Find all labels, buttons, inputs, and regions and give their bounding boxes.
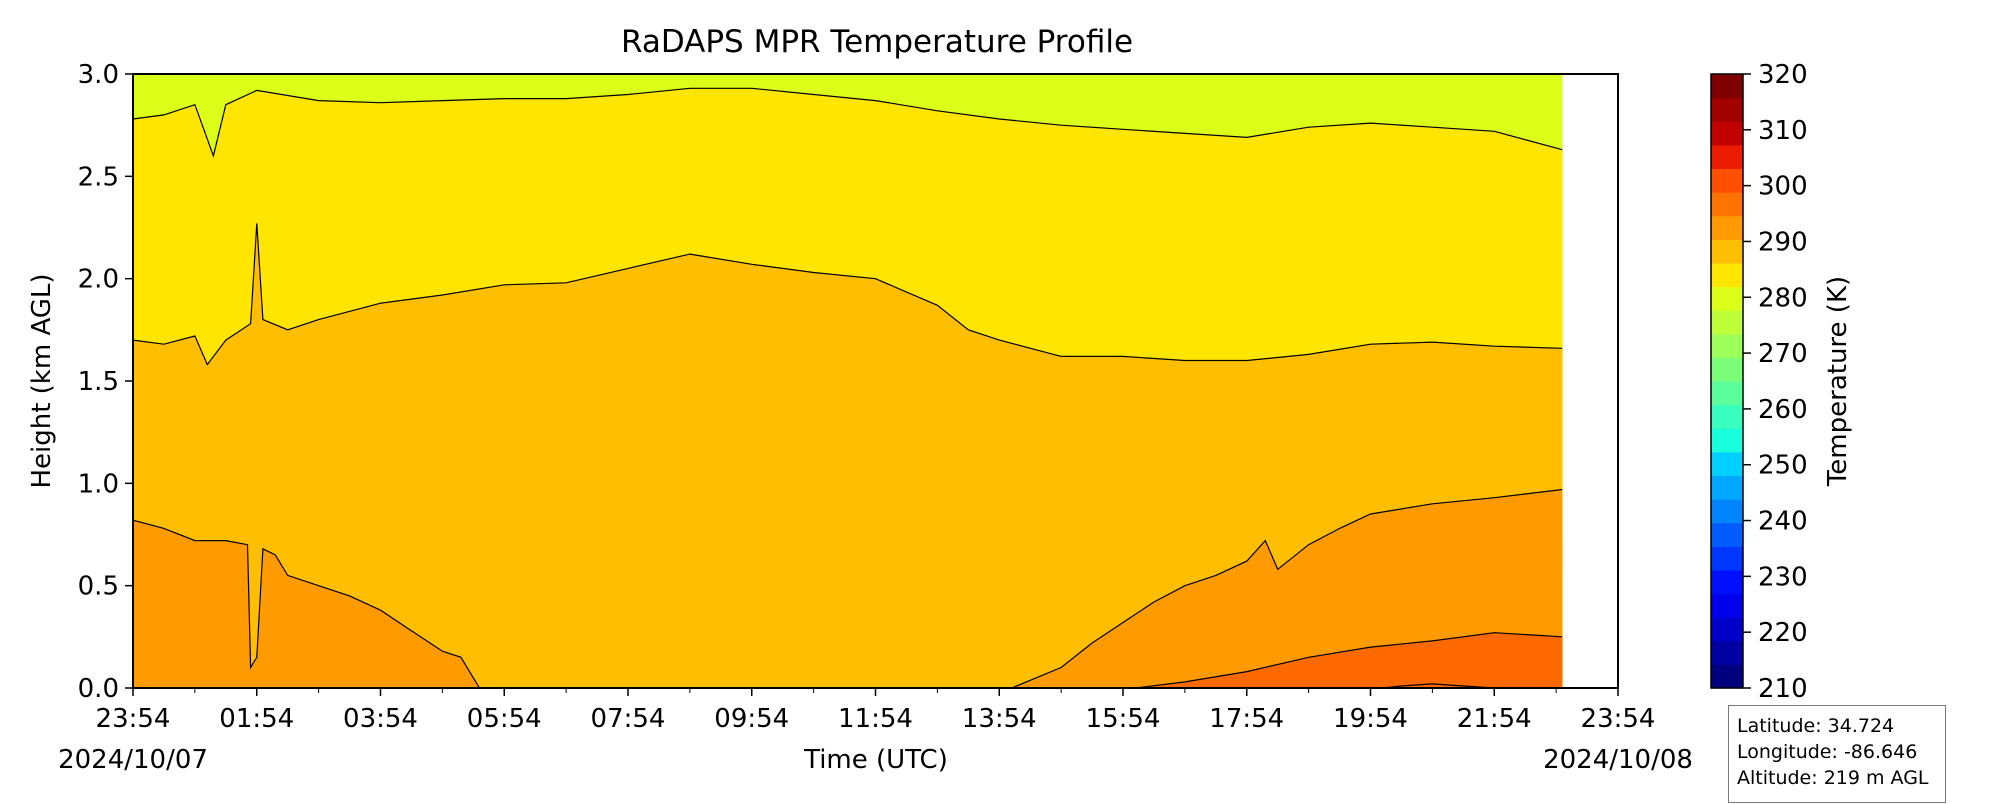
colorbar-tick-label: 300	[1758, 172, 1808, 202]
y-tick-label: 1.5	[78, 367, 119, 397]
colorbar-tick-label: 210	[1758, 674, 1808, 704]
band-292-297	[1135, 632, 1563, 688]
y-tick-label: 3.0	[78, 60, 119, 90]
colorbar-tick-label: 290	[1758, 227, 1808, 257]
colorbar-tick-label: 250	[1758, 451, 1808, 481]
colorbar-segment	[1711, 451, 1743, 477]
colorbar-tick-label: 240	[1758, 507, 1808, 537]
contour-lines	[132, 87, 1563, 689]
x-tick-label: 01:54	[219, 704, 294, 734]
colorbar-segment	[1711, 428, 1743, 453]
colorbar-segment	[1711, 168, 1743, 193]
chart-title: RaDAPS MPR Temperature Profile	[621, 24, 1133, 60]
altitude-text: Altitude: 219 m AGL	[1737, 767, 1929, 789]
colorbar-segment	[1711, 286, 1743, 311]
colorbar-segment	[1711, 310, 1743, 335]
band-287-292-left	[133, 520, 480, 688]
colorbar-segment	[1711, 404, 1743, 429]
y-axis: 0.0 0.5 1.0 1.5 2.0 2.5 3.0	[78, 60, 133, 704]
colorbar-segment	[1711, 475, 1743, 500]
colorbar-tick-label: 230	[1758, 562, 1808, 592]
colorbar-frame	[1710, 73, 1744, 689]
colorbar-segment	[1711, 192, 1743, 217]
colorbar-segment	[1711, 357, 1743, 382]
x-tick-label: 23:54	[96, 704, 171, 734]
y-tick-label: 0.0	[78, 674, 119, 704]
x-tick-label: 21:54	[1457, 704, 1532, 734]
colorbar-segment	[1711, 333, 1743, 358]
colorbar-tick-label: 310	[1758, 116, 1808, 146]
temperature-fill-area	[133, 74, 1563, 689]
colorbar-segment	[1711, 239, 1743, 264]
colorbar	[1711, 74, 1743, 689]
x-tick-label: 17:54	[1209, 704, 1284, 734]
colorbar-tick-label: 280	[1758, 283, 1808, 313]
x-tick-label: 03:54	[343, 704, 418, 734]
colorbar-segment	[1711, 381, 1743, 406]
x-tick-label: 13:54	[962, 704, 1037, 734]
y-tick-label: 1.0	[78, 469, 119, 499]
contour-line-4	[1135, 632, 1563, 689]
colorbar-segment	[1711, 215, 1743, 240]
colorbar-segment	[1711, 97, 1743, 122]
x-tick-label: 07:54	[591, 704, 666, 734]
colorbar-segment	[1711, 664, 1743, 689]
station-info-box: Latitude: 34.724 Longitude: -86.646 Alti…	[1728, 705, 1946, 803]
y-tick-label: 2.5	[78, 162, 119, 192]
x-tick-label: 09:54	[714, 704, 789, 734]
start-date-label: 2024/10/07	[58, 745, 208, 775]
x-tick-label: 15:54	[1086, 704, 1161, 734]
band-287-292-right	[1011, 489, 1563, 688]
colorbar-segment	[1711, 546, 1743, 571]
x-tick-label: 05:54	[467, 704, 542, 734]
colorbar-tick-label: 320	[1758, 60, 1808, 90]
x-tick-label: 19:54	[1333, 704, 1408, 734]
colorbar-tick-label: 270	[1758, 339, 1808, 369]
colorbar-segment	[1711, 499, 1743, 524]
band-282-287	[133, 223, 1563, 688]
x-axis: 23:54 01:54 03:54 05:54 07:54 09:54 11:54 13:54…	[96, 688, 1656, 734]
contour-line-3	[1011, 488, 1563, 689]
y-tick-label: 2.0	[78, 265, 119, 295]
contour-line-0	[132, 87, 1563, 158]
longitude-text: Longitude: -86.646	[1737, 741, 1918, 763]
colorbar-segment	[1711, 144, 1743, 170]
contour-line-2	[132, 519, 481, 689]
colorbar-segment	[1711, 569, 1743, 595]
colorbar-ticks: 210 220 230 240 250 260 270 280 290 300 310 320	[1743, 60, 1808, 704]
colorbar-segment	[1711, 262, 1743, 288]
colorbar-segment	[1711, 121, 1743, 146]
end-date-label: 2024/10/08	[1543, 745, 1693, 775]
y-axis-label: Height (km AGL)	[27, 273, 57, 488]
colorbar-tick-label: 220	[1758, 618, 1808, 648]
colorbar-segment	[1711, 617, 1743, 642]
colorbar-segment	[1711, 640, 1743, 665]
contour-line-1	[132, 223, 1563, 366]
colorbar-segment	[1711, 522, 1743, 547]
x-axis-label: Time (UTC)	[803, 745, 948, 775]
latitude-text: Latitude: 34.724	[1737, 715, 1895, 737]
x-tick-label: 11:54	[838, 704, 913, 734]
colorbar-label: Temperature (K)	[1823, 276, 1853, 487]
x-tick-label: 23:54	[1581, 704, 1656, 734]
contour-line-5	[1382, 683, 1495, 689]
colorbar-segment	[1711, 74, 1743, 99]
y-tick-label: 0.5	[78, 572, 119, 602]
colorbar-segment	[1711, 593, 1743, 618]
colorbar-tick-label: 260	[1758, 395, 1808, 425]
